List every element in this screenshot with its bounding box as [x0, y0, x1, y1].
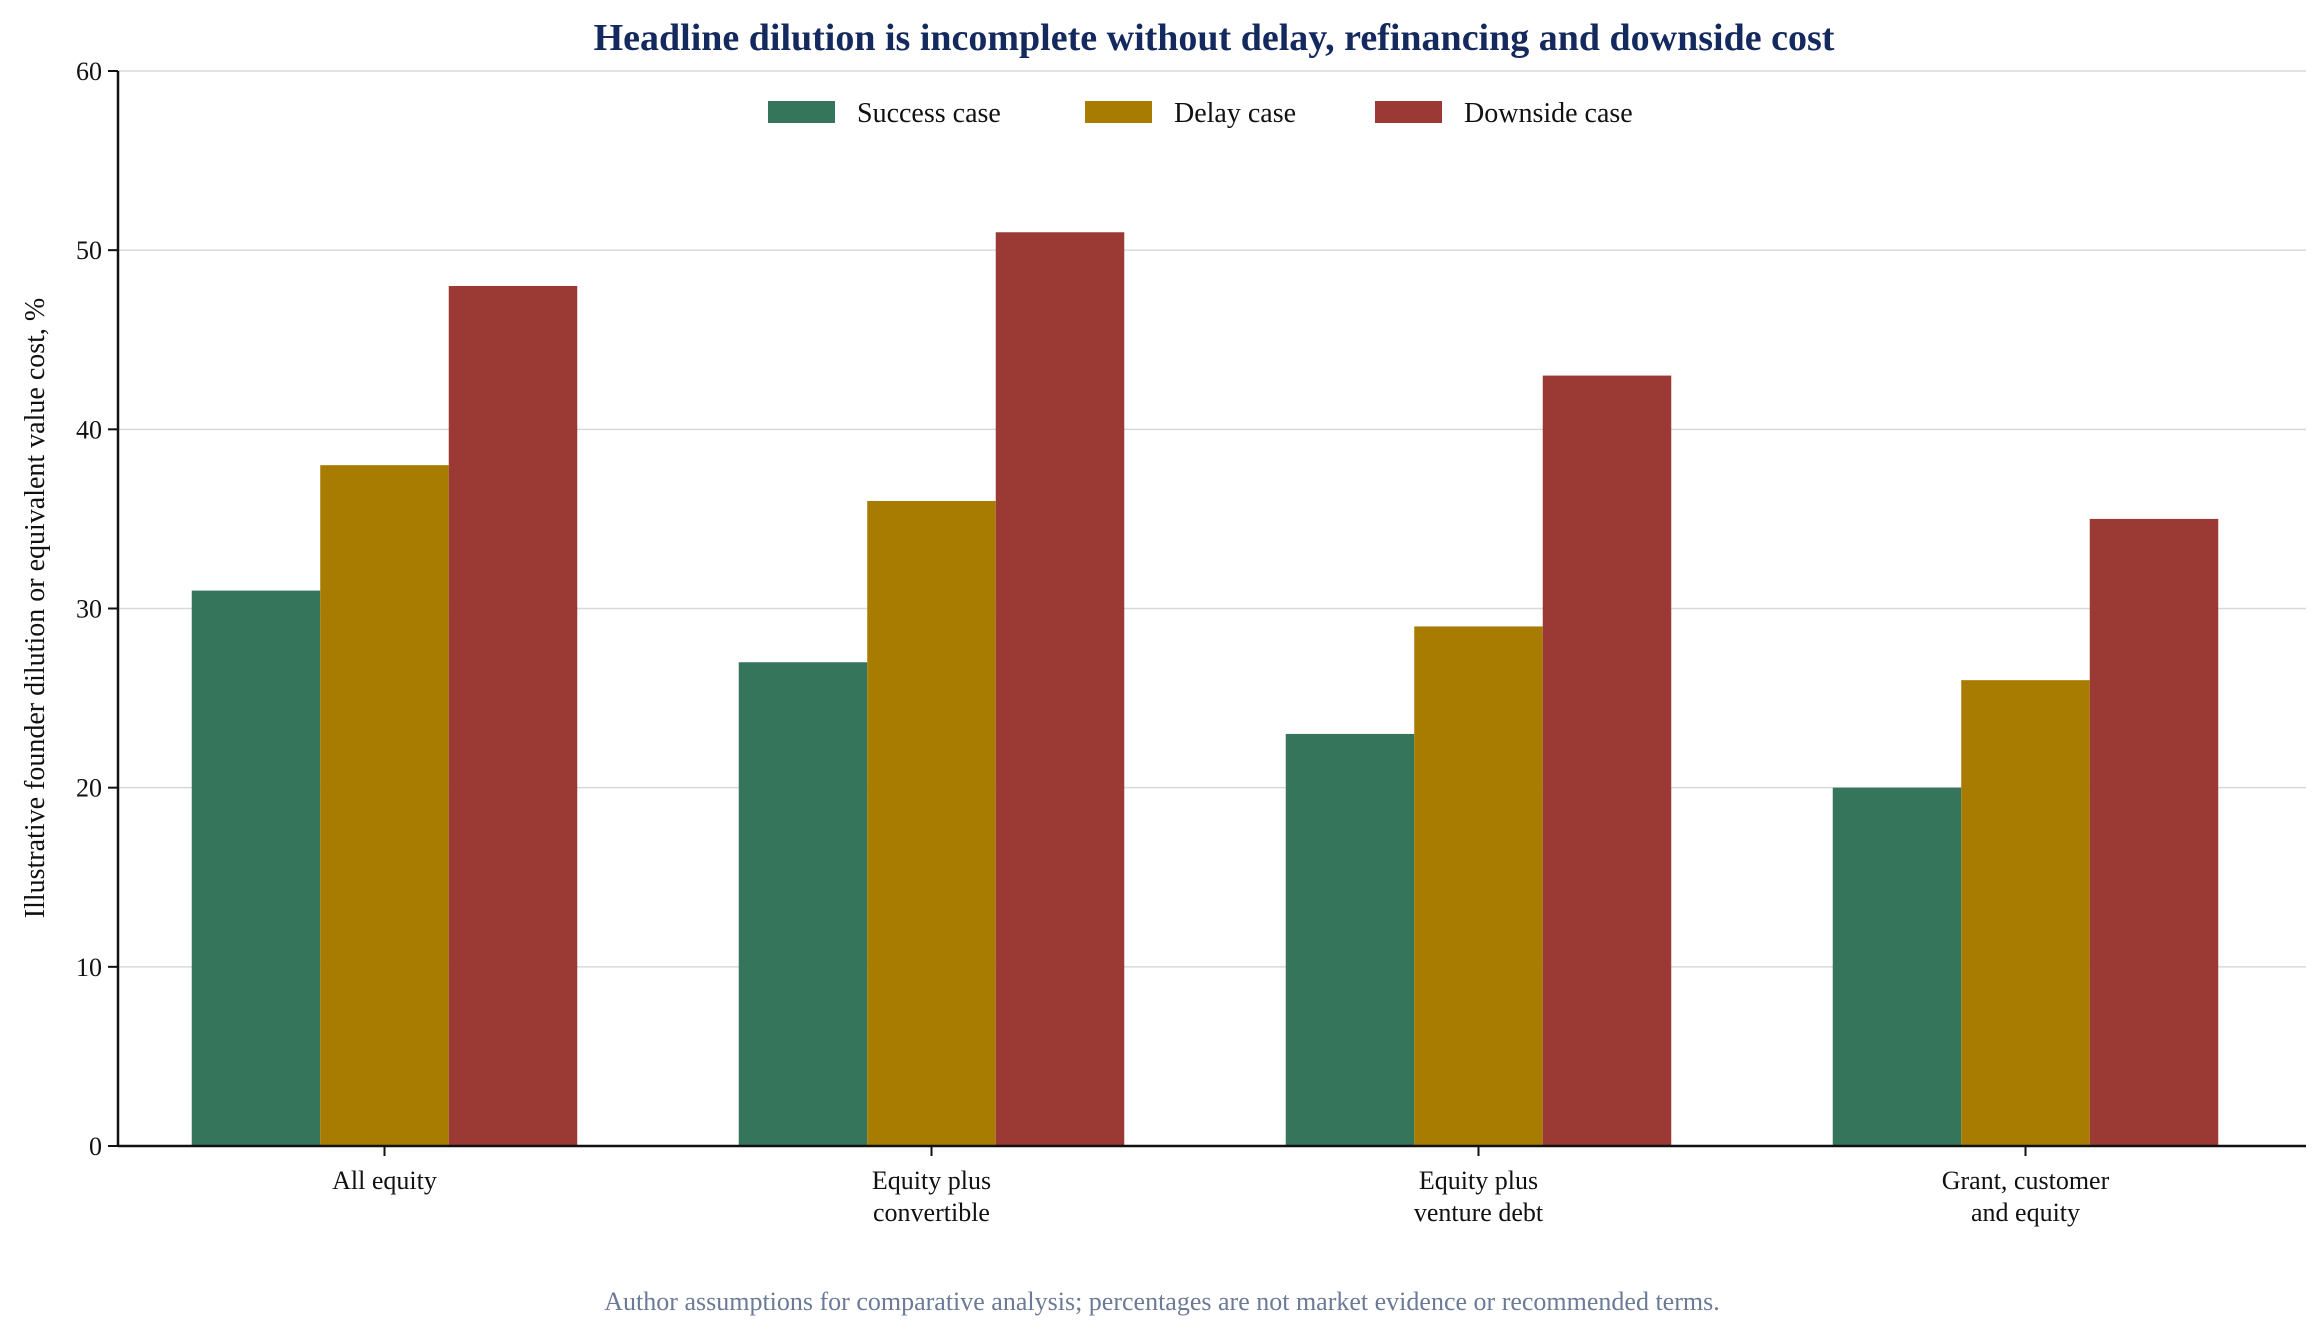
y-tick-label: 40 [76, 415, 102, 444]
legend-label: Downside case [1464, 98, 1633, 129]
y-tick-label: 60 [76, 57, 102, 86]
source-note: Author assumptions for comparative analy… [604, 1287, 1719, 1316]
bar-success-case-3 [1832, 787, 1962, 1146]
bar-delay-case-0 [320, 465, 449, 1147]
bar-downside-case-3 [2089, 518, 2219, 1146]
x-tick-label: All equity [332, 1166, 437, 1195]
bar-delay-case-3 [1961, 680, 2090, 1146]
x-tick-label: Grant, customer [1942, 1166, 2110, 1195]
x-tick-label: Equity plus [1419, 1166, 1538, 1195]
x-tick-label: venture debt [1414, 1198, 1544, 1227]
x-tick-label: convertible [873, 1198, 990, 1227]
bars [191, 232, 2219, 1147]
bar-delay-case-2 [1414, 626, 1543, 1146]
bar-success-case-2 [1285, 733, 1415, 1146]
y-tick-label: 50 [76, 236, 102, 265]
axes [108, 70, 2306, 1156]
bar-downside-case-1 [995, 232, 1125, 1146]
bar-delay-case-1 [867, 501, 996, 1146]
x-tick-label: Equity plus [872, 1166, 991, 1195]
y-tick-label: 20 [76, 774, 102, 803]
legend-label: Delay case [1174, 98, 1296, 129]
x-tick-label: and equity [1971, 1198, 2080, 1227]
y-tick-label: 0 [89, 1132, 102, 1161]
x-tick-labels: All equity Equity plus convertible Equity p… [332, 1166, 2109, 1227]
bar-downside-case-0 [448, 286, 578, 1146]
legend-swatch-downside-case [1375, 101, 1442, 123]
legend: Success case Delay case Downside case [768, 98, 1633, 129]
bar-success-case-1 [738, 662, 868, 1146]
bar-downside-case-2 [1542, 375, 1672, 1146]
legend-label: Success case [857, 98, 1001, 129]
legend-swatch-success-case [768, 101, 835, 123]
y-tick-label: 10 [76, 953, 102, 982]
y-tick-label: 30 [76, 595, 102, 624]
bar-success-case-0 [191, 590, 321, 1146]
y-axis-label: Illustrative founder dilution or equival… [20, 298, 51, 919]
chart-title: Headline dilution is incomplete without … [594, 17, 1835, 59]
legend-swatch-delay-case [1085, 101, 1152, 123]
y-tick-labels: 0 10 20 30 40 50 60 [76, 57, 102, 1161]
